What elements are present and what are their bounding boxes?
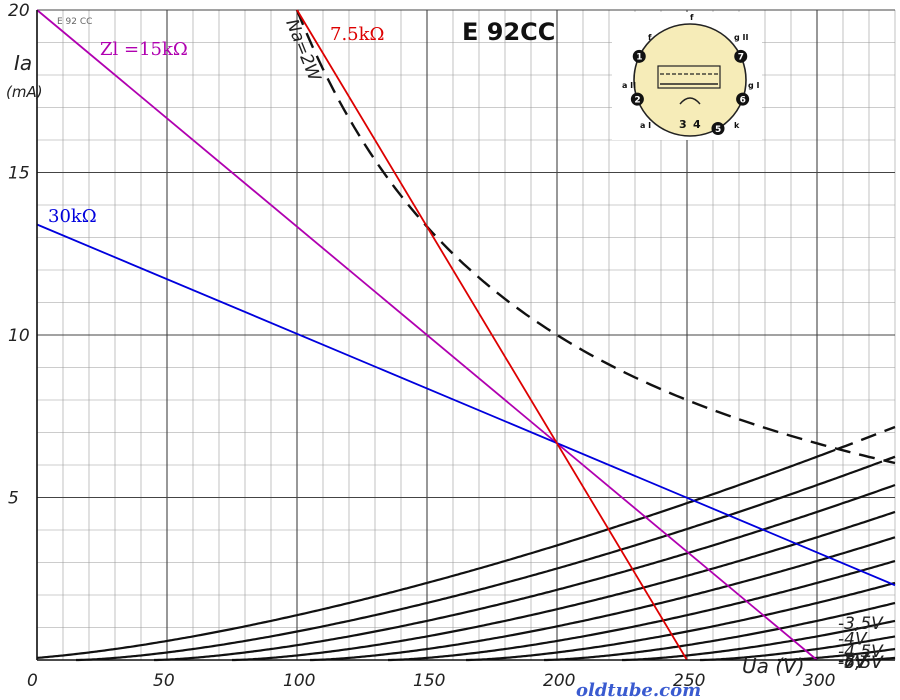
- curve-label--3,5V: -3,5V: [838, 614, 884, 634]
- socket-pin-label-1: a I: [640, 121, 651, 130]
- y-tick-label: 5: [8, 489, 19, 509]
- socket-pin-1: [632, 49, 646, 63]
- socket-pin-3: 3: [679, 118, 687, 131]
- curve--2,5V: [388, 559, 896, 662]
- tube-system-box: [657, 65, 721, 89]
- curve--1V: [154, 483, 896, 662]
- x-tick-label: 150: [413, 671, 445, 691]
- x-tick-label: 250: [673, 671, 705, 691]
- small-title: E 92 CC: [57, 17, 92, 27]
- curve--3V: [466, 581, 896, 662]
- load-lines: Zl =15kΩ 30kΩ 7.5kΩ: [36, 9, 896, 661]
- curve--4,5V: [700, 635, 896, 662]
- y-tick-label: 10: [8, 326, 30, 346]
- load-line-0: [36, 9, 818, 661]
- load-line-1: [36, 223, 896, 587]
- curve-label--6V: -6V: [838, 653, 868, 673]
- socket-pin-5: [711, 121, 725, 135]
- socket-pin-2: [630, 92, 644, 106]
- socket-pin-number-6: 6: [740, 95, 746, 105]
- tube-heater: [679, 97, 701, 105]
- y-tick-label: 20: [8, 1, 30, 21]
- socket-pin-label-6: g I: [748, 81, 760, 90]
- socket-pin-label-3: f: [648, 33, 652, 42]
- curve-label--6,5V: -6,5V: [838, 653, 884, 673]
- y-tick-label: 15: [8, 164, 30, 184]
- socket-pin-7: [734, 49, 748, 63]
- curve-label--4V: -4V: [838, 629, 868, 649]
- x-tick-label: 300: [803, 671, 835, 691]
- curve-label--4,5V: -4,5V: [838, 642, 884, 662]
- load-line-label-1: 30kΩ: [48, 206, 97, 227]
- curve-label--5V: -5V: [838, 651, 868, 671]
- socket-pin-number-1: 1: [636, 53, 642, 63]
- socket-outline: [633, 23, 747, 137]
- curve-label--5,5V: -5,5V: [838, 653, 884, 673]
- x-tick-label: 0: [27, 671, 38, 691]
- curve-labels: Ug=0V-0,5V-1V-1,5V-2V-2,5V-3V-3,5V-4V-4,…: [838, 614, 884, 673]
- x-tick-label: 100: [283, 671, 315, 691]
- y-axis-label: Ia: [14, 51, 32, 75]
- curve--1,5V: [232, 510, 896, 662]
- socket-pin-number-7: 7: [738, 53, 744, 63]
- curve-dashed-Ug=0V: [837, 425, 896, 451]
- socket-pin-6: [736, 92, 750, 106]
- x-axis-label: Ua (V): [742, 654, 805, 678]
- load-line-2: [296, 9, 688, 661]
- curve--0,5V: [76, 460, 883, 662]
- socket-pin-label-2: a II: [622, 81, 636, 90]
- socket-pin-label-7: k: [734, 121, 740, 130]
- tube-socket-diagram: 1 a I 2 a II 3 f 4 f 5 g II 6g I 7 k: [612, 12, 762, 140]
- y-axis-unit: (mA): [6, 83, 43, 101]
- load-line-label-0: Zl =15kΩ: [100, 39, 188, 60]
- socket-pin-label-5: g II: [734, 33, 748, 42]
- socket-pin-number-2: 2: [634, 95, 640, 105]
- x-tick-label: 50: [153, 671, 175, 691]
- curve--4V: [622, 619, 896, 662]
- socket-pin-label-4: f: [690, 13, 694, 22]
- curve-label--7V: -7V: [838, 653, 868, 673]
- power-limit-curve: [295, 9, 896, 465]
- load-line-label-2: 7.5kΩ: [330, 24, 384, 45]
- anode-characteristic-curves: [36, 425, 896, 662]
- axes: [36, 10, 895, 661]
- socket-pin-number-5: 5: [715, 125, 721, 135]
- chart-title: E 92CC: [462, 18, 555, 46]
- curve--2V: [310, 536, 896, 662]
- socket-pin-4: 4: [693, 118, 701, 131]
- curve--3,5V: [544, 601, 896, 662]
- power-limit-line: [295, 9, 896, 465]
- curve-Ug=0V: [36, 448, 836, 659]
- watermark: oldtube.com: [576, 680, 701, 700]
- x-tick-label: 200: [543, 671, 575, 691]
